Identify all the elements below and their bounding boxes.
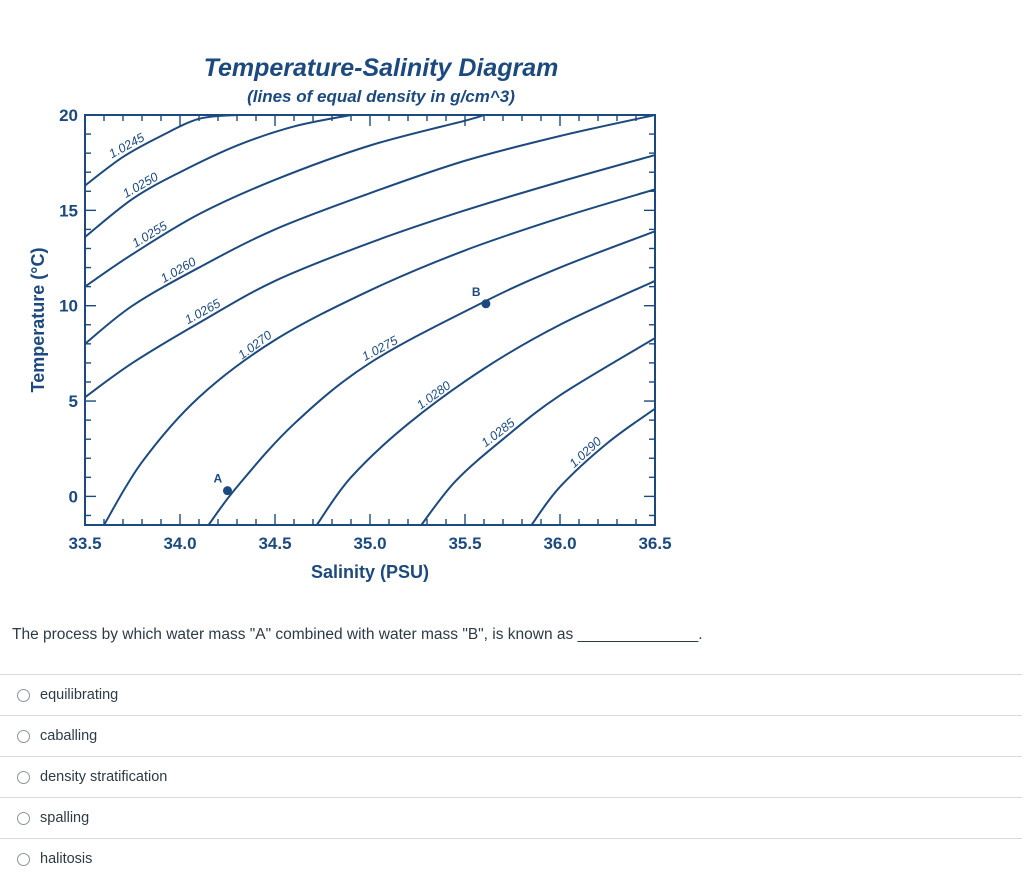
y-tick-label: 10 xyxy=(59,297,78,316)
x-tick-label: 33.5 xyxy=(68,534,101,553)
answer-label: caballing xyxy=(40,728,98,744)
isopycnal-lines xyxy=(85,115,655,525)
x-tick-label: 36.0 xyxy=(543,534,576,553)
radio-button[interactable] xyxy=(17,852,30,866)
answer-option-caballing[interactable]: caballing xyxy=(0,715,1022,756)
answer-label: density stratification xyxy=(40,769,168,785)
ts-diagram-svg: Temperature-Salinity Diagram (lines of e… xyxy=(28,54,672,582)
question-text: The process by which water mass "A" comb… xyxy=(12,626,703,643)
water-mass-a-label: A xyxy=(214,472,223,486)
x-tick-label: 34.0 xyxy=(163,534,196,553)
radio-button[interactable] xyxy=(17,770,30,784)
x-tick-label: 35.5 xyxy=(448,534,481,553)
water-mass-a-marker xyxy=(223,486,232,496)
isopycnal-line xyxy=(85,115,238,187)
answer-option-density-stratification[interactable]: density stratification xyxy=(0,756,1022,797)
isopycnal-label: 1.0290 xyxy=(567,434,605,470)
radio-button[interactable] xyxy=(17,688,30,702)
isopycnal-label: 1.0280 xyxy=(414,378,453,412)
ts-diagram: Temperature-Salinity Diagram (lines of e… xyxy=(0,0,700,600)
answer-label: equilibrating xyxy=(40,687,119,703)
isopycnal-label: 1.0260 xyxy=(158,255,198,286)
answer-option-spalling[interactable]: spalling xyxy=(0,797,1022,838)
water-mass-b-marker xyxy=(481,299,491,309)
isopycnal-line xyxy=(85,154,655,399)
answer-list: equilibrating caballing density stratifi… xyxy=(0,674,1022,879)
y-tick-label: 5 xyxy=(69,392,78,411)
x-axis-label: Salinity (PSU) xyxy=(311,562,429,582)
isopycnal-line xyxy=(530,407,655,525)
answer-option-halitosis[interactable]: halitosis xyxy=(0,838,1022,879)
chart-title: Temperature-Salinity Diagram xyxy=(204,54,559,82)
y-tick-label: 20 xyxy=(59,106,78,125)
isopycnal-line xyxy=(85,115,485,288)
isopycnal-line xyxy=(315,279,655,525)
y-axis-label: Temperature (°C) xyxy=(28,248,48,393)
isopycnal-line xyxy=(420,337,655,525)
radio-button[interactable] xyxy=(17,811,30,825)
isopycnal-label: 1.0275 xyxy=(360,333,400,363)
water-mass-points: AB xyxy=(214,285,491,496)
water-mass-b-label: B xyxy=(472,285,481,299)
chart-subtitle: (lines of equal density in g/cm^3) xyxy=(247,87,515,106)
answer-label: spalling xyxy=(40,810,90,826)
isopycnal-label: 1.0245 xyxy=(107,130,147,161)
y-tick-label: 0 xyxy=(69,487,78,506)
isopycnal-line xyxy=(103,188,655,525)
answer-label: halitosis xyxy=(40,851,93,867)
answer-option-equilibrating[interactable]: equilibrating xyxy=(0,674,1022,715)
x-axis-ticks: 33.5 34.0 34.5 35.0 35.5 36.0 36.5 xyxy=(68,115,672,553)
radio-button[interactable] xyxy=(17,729,30,743)
isopycnal-label: 1.0265 xyxy=(183,296,223,327)
y-axis-ticks: 0 5 10 15 20 xyxy=(59,106,655,517)
isopycnal-label: 1.0250 xyxy=(120,170,160,201)
isopycnal-line xyxy=(85,115,655,345)
isopycnal-line xyxy=(207,230,655,525)
x-tick-label: 34.5 xyxy=(258,534,291,553)
isopycnal-line xyxy=(85,115,352,238)
x-tick-label: 35.0 xyxy=(353,534,386,553)
y-tick-label: 15 xyxy=(59,201,78,220)
x-tick-label: 36.5 xyxy=(638,534,671,553)
